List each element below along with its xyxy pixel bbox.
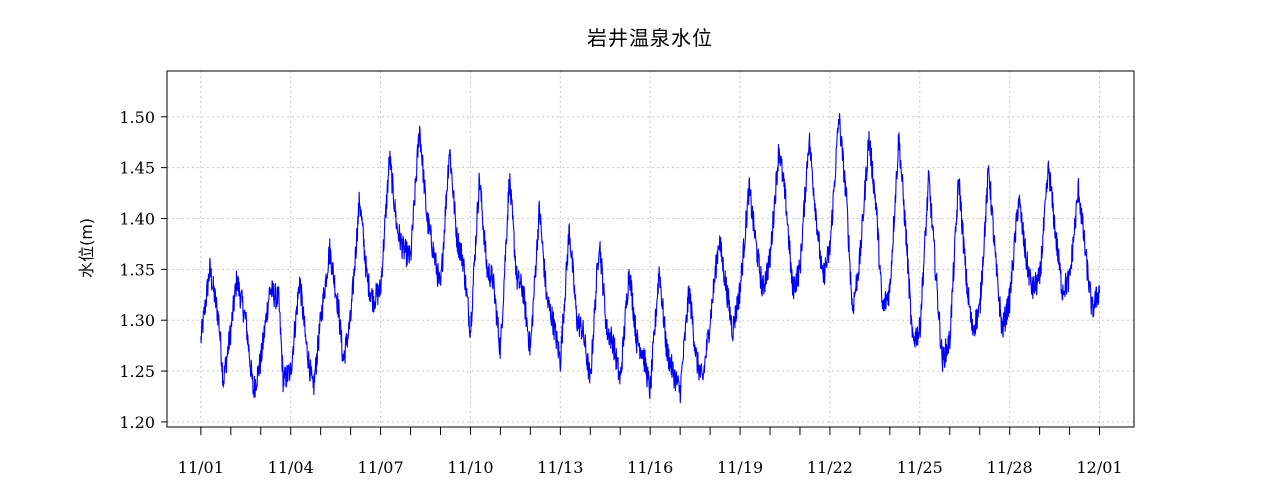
x-tick-label: 11/13 [537, 458, 583, 477]
x-tick-label: 11/07 [358, 458, 404, 477]
x-tick-label: 11/19 [717, 458, 763, 477]
y-tick-label: 1.50 [119, 108, 155, 127]
y-axis: 1.20 1.25 1.30 1.35 1.40 1.45 1.50 [119, 108, 167, 432]
x-tick-label: 11/04 [268, 458, 314, 477]
x-tick-label: 11/22 [807, 458, 853, 477]
x-tick-label: 11/28 [987, 458, 1033, 477]
x-tick-label: 12/01 [1076, 458, 1122, 477]
x-tick-label: 11/16 [627, 458, 673, 477]
y-tick-label: 1.30 [119, 311, 155, 330]
x-tick-label: 11/10 [447, 458, 493, 477]
water-level-series-line [200, 113, 1101, 404]
y-tick-label: 1.35 [119, 260, 155, 279]
x-tick-label: 11/25 [897, 458, 943, 477]
y-axis-title: 水位(m) [77, 218, 96, 278]
y-tick-label: 1.40 [119, 209, 155, 228]
y-tick-label: 1.20 [119, 413, 155, 432]
y-tick-label: 1.45 [119, 159, 155, 178]
x-tick-label: 11/01 [178, 458, 224, 477]
x-axis: 11/01 11/04 11/07 11/10 11/13 11/16 11/19 11/22… [178, 427, 1123, 477]
chart-title: 岩井温泉水位 [587, 26, 713, 50]
y-tick-label: 1.25 [119, 362, 155, 381]
series-layer [200, 113, 1101, 404]
